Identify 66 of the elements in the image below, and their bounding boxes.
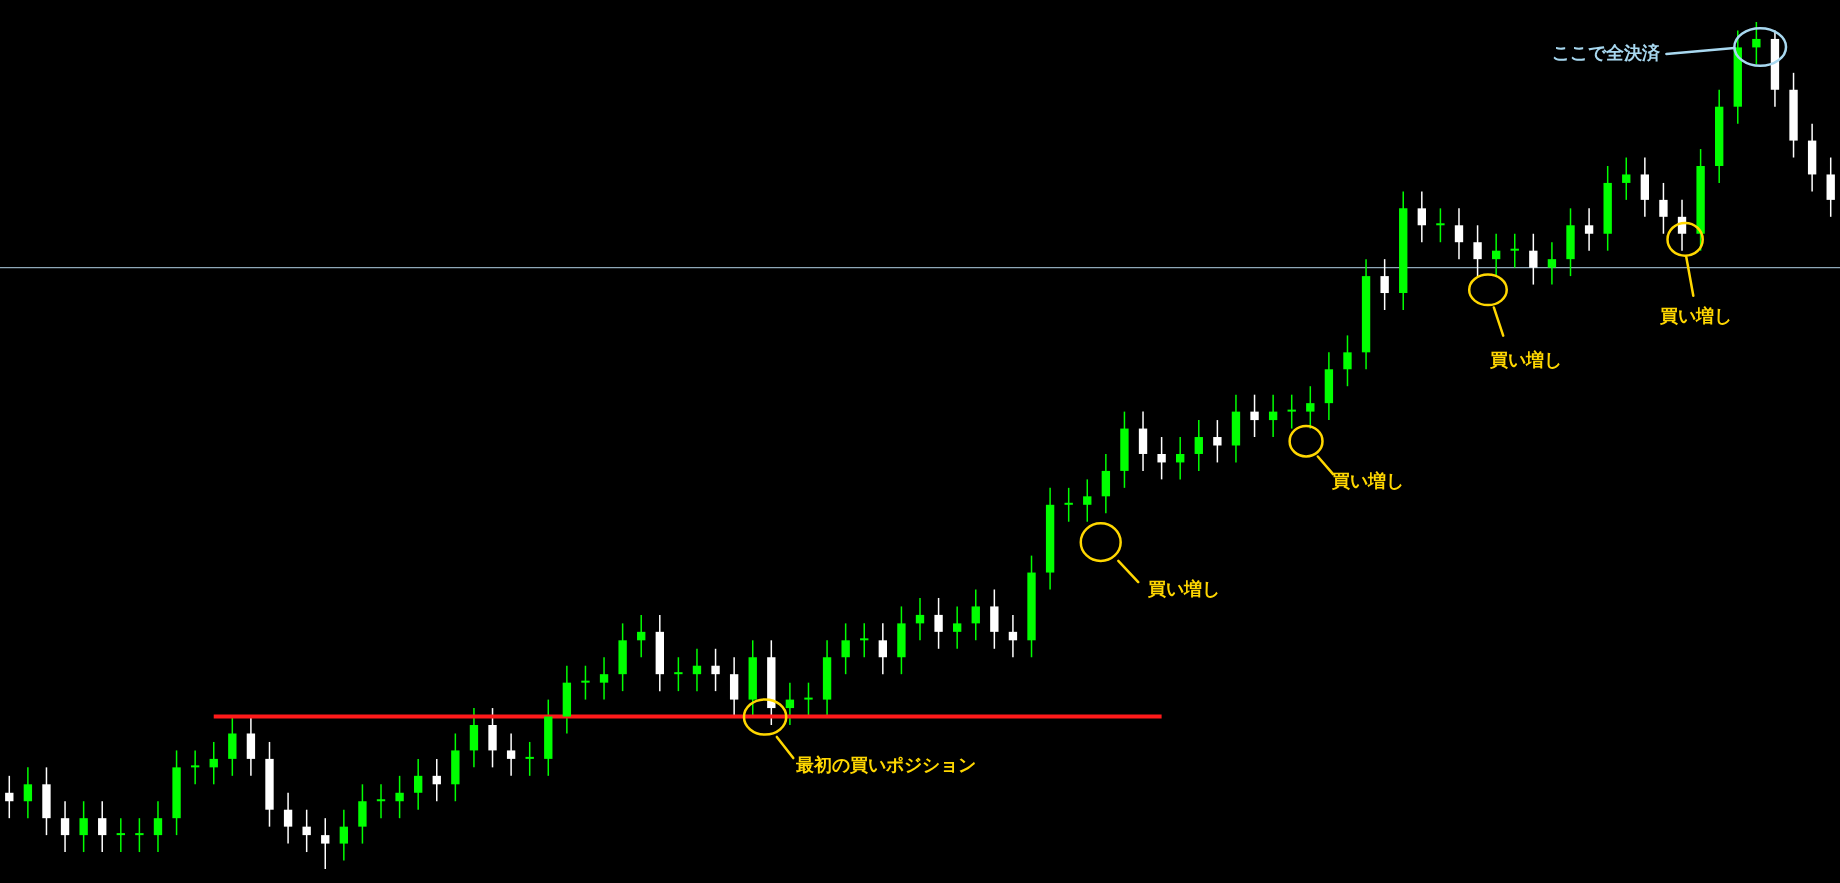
candlestick <box>1213 419 1222 464</box>
candlestick <box>432 758 441 802</box>
candlestick <box>1194 419 1203 472</box>
candlestick <box>395 775 404 819</box>
candlestick <box>934 597 943 650</box>
annotation: ここで全決済 <box>1552 41 1662 63</box>
candlestick <box>1659 182 1668 235</box>
candlestick <box>692 648 702 692</box>
annotation: 買い増し <box>1659 304 1733 326</box>
candlestick <box>1584 207 1594 252</box>
candlestick <box>209 741 218 786</box>
candlestick <box>525 741 534 777</box>
candlestick <box>1306 385 1315 430</box>
candlestick <box>339 808 349 862</box>
candlestick <box>190 749 200 786</box>
candlestick <box>581 664 590 701</box>
candlestick <box>804 681 813 718</box>
candlestick <box>1454 207 1464 260</box>
candlestick <box>1176 436 1185 481</box>
candlestick <box>23 766 33 819</box>
candlestick <box>711 648 720 692</box>
candlestick <box>1083 478 1092 523</box>
candlestick <box>153 800 163 853</box>
candlestick <box>1064 487 1073 523</box>
candlestick <box>674 656 683 692</box>
candlestick <box>1752 21 1761 66</box>
candlestick <box>841 622 850 675</box>
annotation: 買い増し <box>1489 349 1563 371</box>
candlestick <box>785 681 795 726</box>
candlestick <box>1287 393 1296 430</box>
candlestick <box>1157 436 1166 481</box>
candlestick <box>971 588 980 642</box>
candlestick <box>79 800 88 853</box>
candlestick <box>283 792 293 845</box>
candlestick <box>1510 233 1519 269</box>
candlestick <box>5 775 14 819</box>
candlestick <box>952 605 962 650</box>
candlestick <box>98 800 107 853</box>
candlestick <box>1380 258 1389 311</box>
candlestick <box>1417 190 1426 243</box>
candlestick <box>116 817 125 853</box>
candlestick <box>1436 207 1445 243</box>
annotation: 買い増し <box>1330 470 1404 492</box>
annotation: 買い増し <box>1146 578 1220 600</box>
candlestick <box>1491 233 1501 277</box>
candlestick <box>135 817 144 853</box>
annotation: 最初の買いポジション <box>794 754 976 776</box>
candlestick <box>1529 233 1538 286</box>
candlestick <box>1250 393 1259 438</box>
candlestick <box>878 622 888 675</box>
candlestick <box>376 783 386 819</box>
candlestick <box>1343 334 1352 387</box>
candlestick <box>302 808 311 853</box>
candlestick <box>1547 241 1557 286</box>
candlestick <box>1473 224 1482 277</box>
candlestick <box>60 800 70 853</box>
candlestick <box>637 614 646 658</box>
candlestick <box>321 817 330 870</box>
candlestick <box>860 622 869 658</box>
candlestick <box>599 656 609 701</box>
candlestick <box>915 597 925 642</box>
candlestick <box>1268 393 1278 438</box>
candlestick <box>506 732 516 777</box>
candlestick <box>1622 156 1631 201</box>
candlestick <box>1008 614 1018 658</box>
candlestick <box>414 758 423 811</box>
